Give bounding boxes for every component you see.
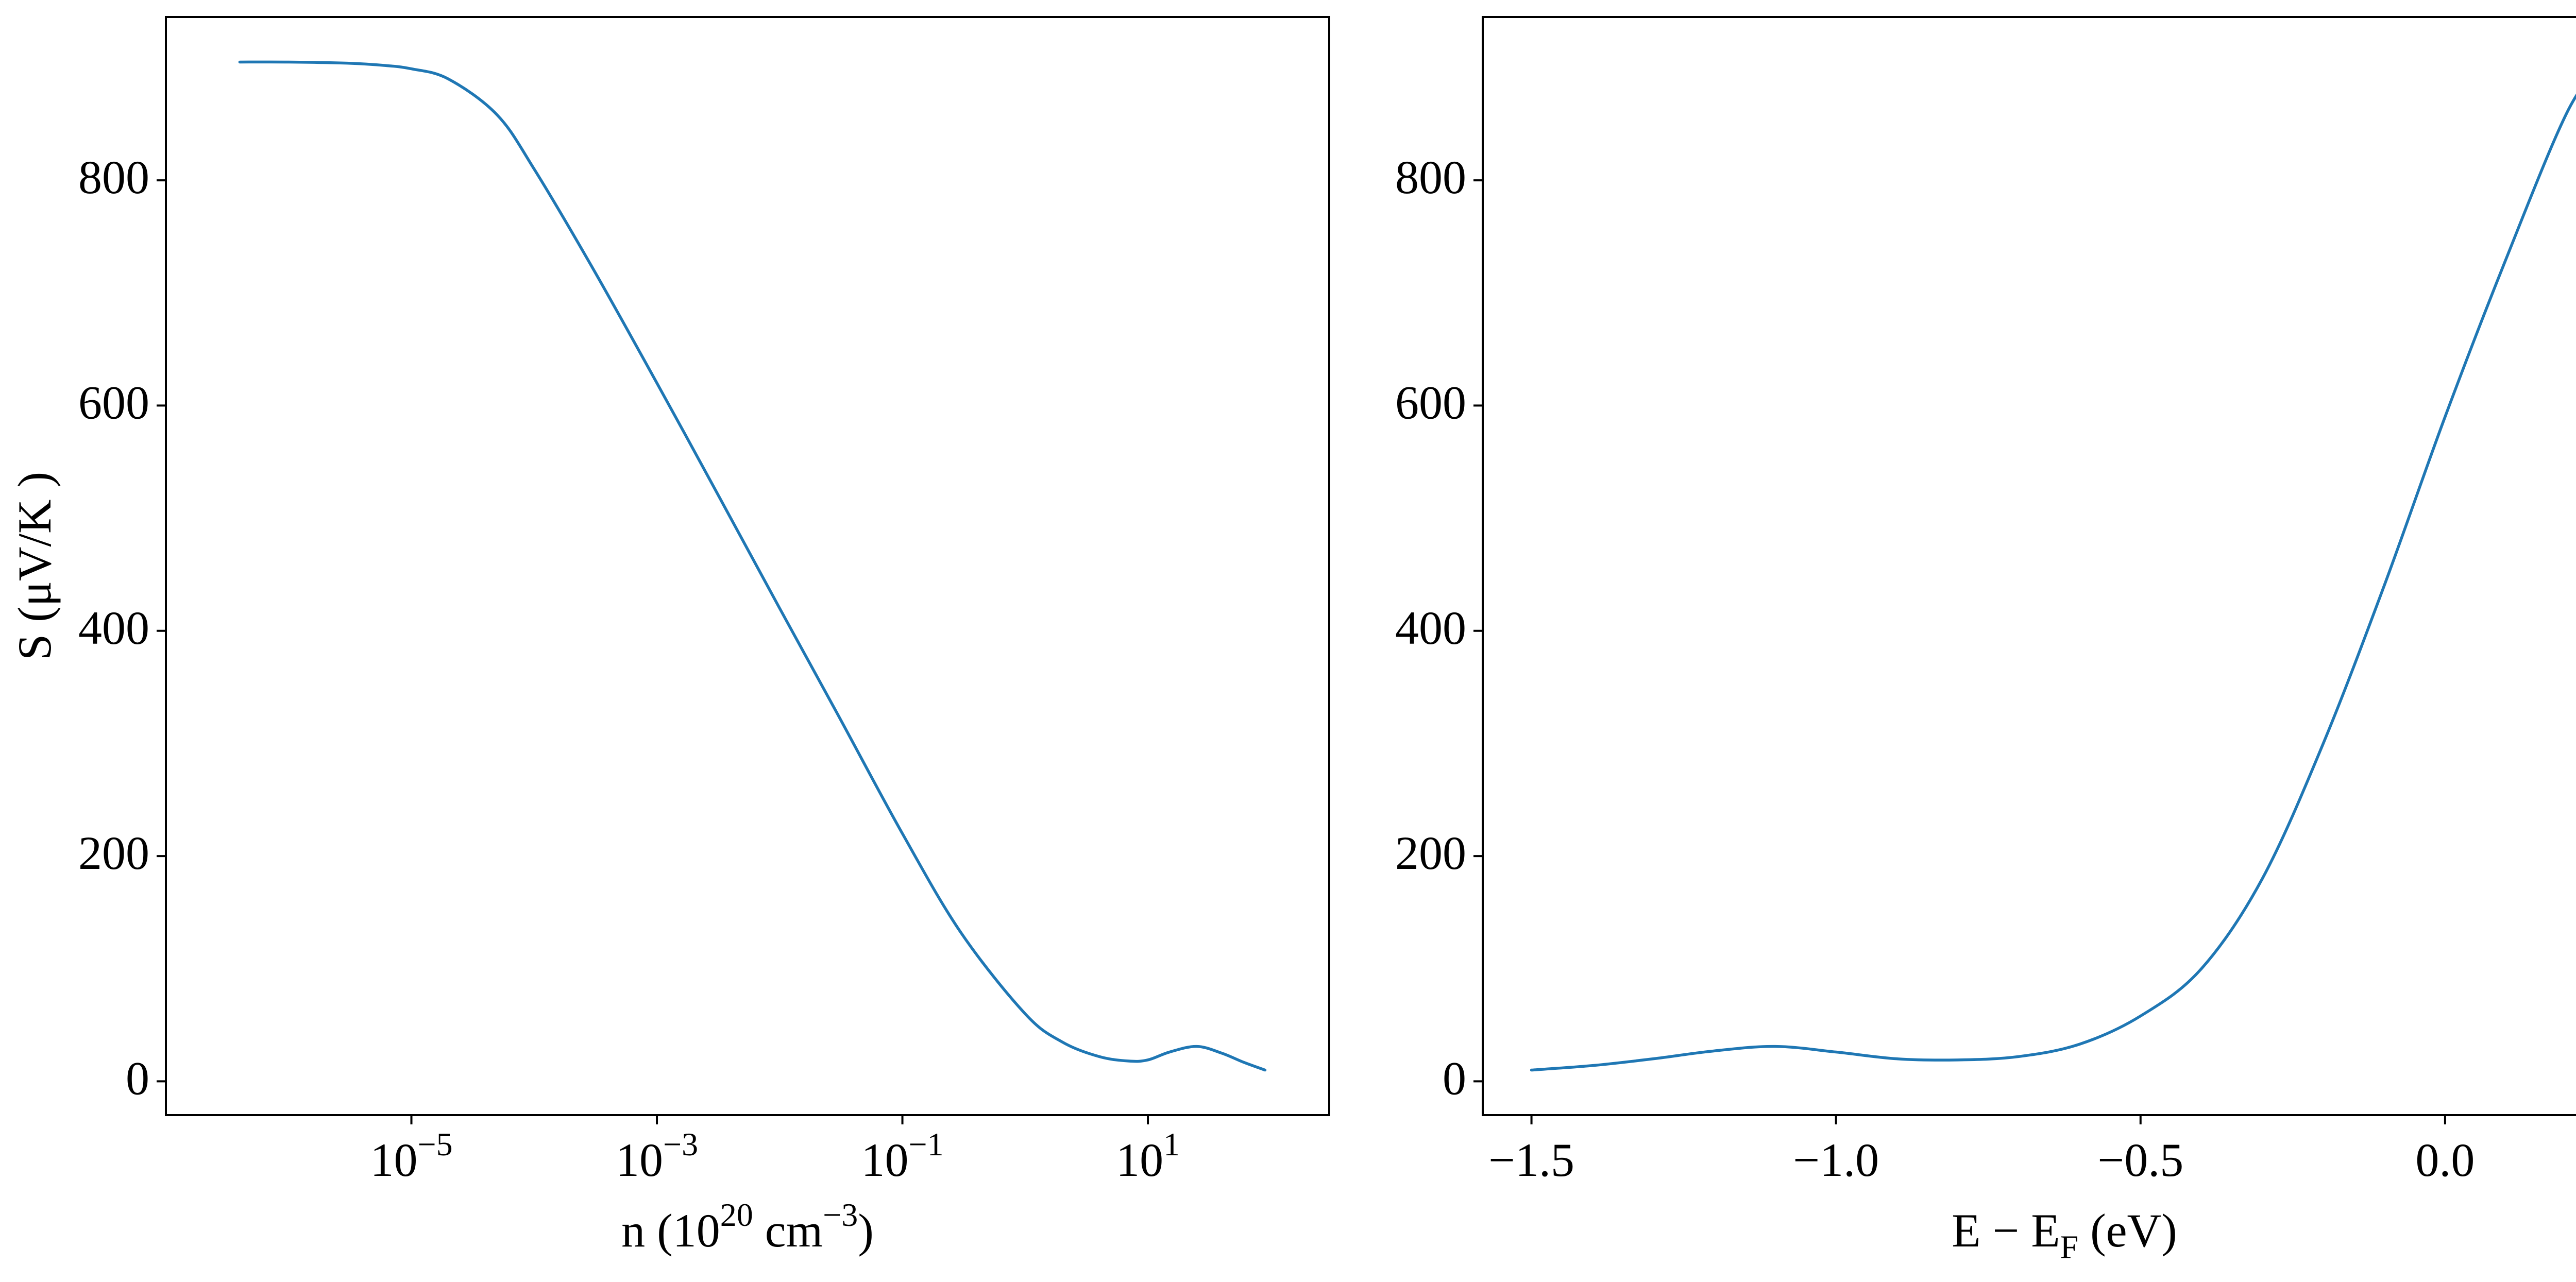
- y-tick-label: 200: [78, 827, 149, 879]
- right-series-line: [1530, 93, 2576, 1072]
- y-tick-label: 400: [78, 602, 149, 654]
- x-tick-label: 101: [1116, 1126, 1180, 1186]
- x-tick-label: 10−1: [861, 1126, 944, 1186]
- y-tick-label: 800: [78, 151, 149, 203]
- x-tick-label: 10−3: [616, 1126, 698, 1186]
- right-plot-frame: [1482, 16, 2576, 1116]
- right-chart-panel: 0 200 400 600 800 −1.5 −1.0 −0.5 0.0 E − EF (eV): [1395, 16, 2576, 1265]
- x-tick-label: 0.0: [2415, 1134, 2475, 1186]
- right-x-axis-label: E − EF (eV): [1952, 1204, 2177, 1265]
- left-y-axis-label: S (μV/K ): [8, 472, 61, 660]
- x-tick-label: −1.5: [1488, 1134, 1574, 1186]
- left-series-line: [238, 60, 1267, 1072]
- y-tick-label: 800: [1395, 151, 1466, 203]
- y-tick-label: 400: [1395, 602, 1466, 654]
- y-tick-label: 0: [1443, 1052, 1466, 1105]
- x-tick-label: −0.5: [2097, 1134, 2183, 1186]
- left-plot-frame: [165, 16, 1330, 1116]
- x-tick-label: 10−5: [370, 1126, 452, 1186]
- y-tick-label: 200: [1395, 827, 1466, 879]
- left-chart-panel: 0 200 400 600 800 10−5 10−3 10−1 101 n (1020 cm−3…: [8, 16, 1330, 1257]
- y-tick-label: 600: [78, 377, 149, 429]
- y-tick-label: 600: [1395, 377, 1466, 429]
- x-tick-label: −1.0: [1793, 1134, 1879, 1186]
- y-tick-label: 0: [126, 1052, 149, 1105]
- left-x-axis-label: n (1020 cm−3): [621, 1196, 874, 1257]
